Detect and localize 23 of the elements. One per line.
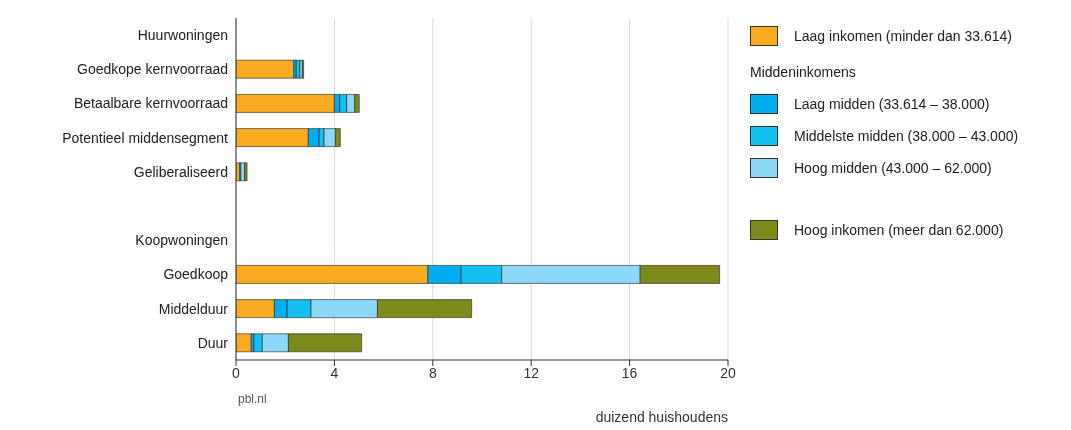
x-tick-label: 20 — [720, 364, 736, 381]
y-tick-label: Geliberaliseerd — [133, 163, 228, 180]
legend-title: Middeninkomens — [750, 64, 857, 82]
text: pbl.nl — [238, 392, 267, 406]
y-tick-label: Huurwoningen — [137, 27, 228, 44]
y-tick-label: Duur — [197, 334, 229, 351]
y-tick-label: Betaalbare kernvoorraad — [73, 95, 228, 112]
legend-label: Laag midden (33.614 – 38.000) — [794, 96, 990, 112]
x-tick-label: 16 — [621, 364, 638, 381]
y-tick-label: Koopwoningen — [135, 232, 228, 249]
legend-label: Laag inkomen (minder dan 33.614) — [794, 28, 1012, 44]
x-tick-label: 8 — [428, 364, 437, 381]
y-tick-label: Middelduur — [158, 300, 229, 317]
legend-label: Hoog inkomen (meer dan 62.000) — [794, 222, 1004, 238]
x-tick-label: 4 — [330, 364, 339, 381]
x-tick-label: 12 — [523, 364, 540, 381]
x-axis-title: duizend huishoudens — [595, 409, 728, 425]
y-tick-label: Goedkope kernvoorraad — [77, 61, 228, 78]
legend-label: Hoog midden (43.000 – 62.000) — [794, 160, 992, 176]
y-tick-label: Potentieel middensegment — [62, 129, 229, 146]
legend-label: Middelste midden (38.000 – 43.000) — [794, 128, 1019, 144]
y-tick-label: Goedkoop — [163, 266, 229, 283]
x-tick-label: 0 — [232, 364, 241, 381]
